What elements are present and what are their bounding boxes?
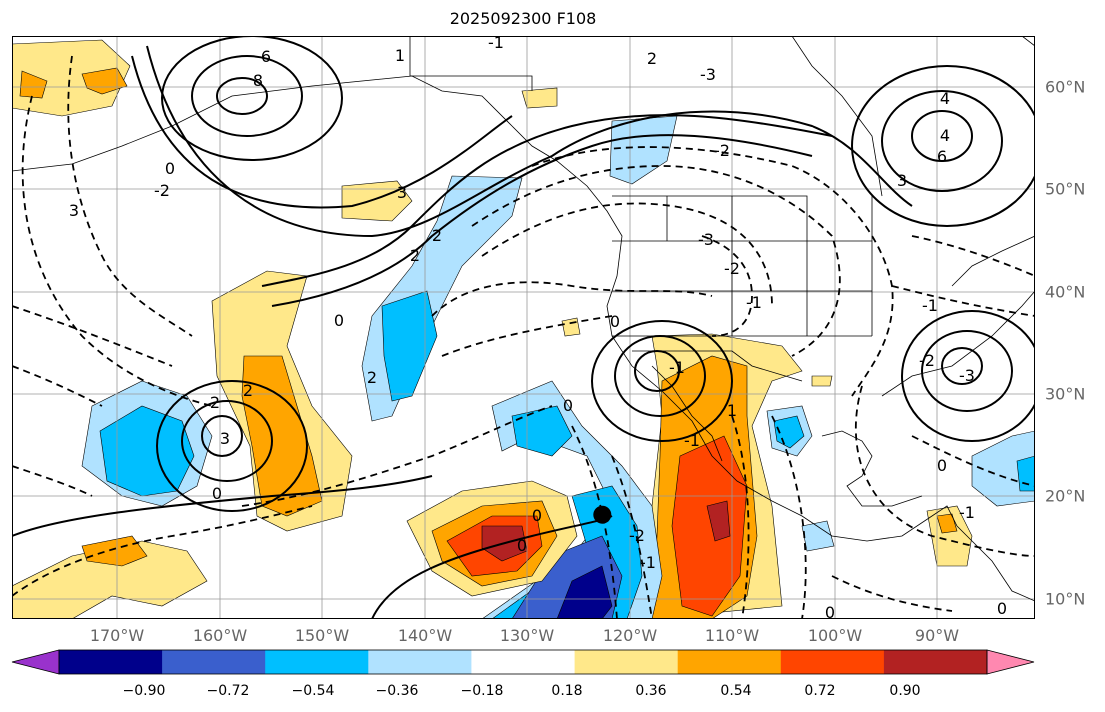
colorbar-cell	[265, 650, 369, 674]
contour-label: -3	[700, 65, 716, 84]
colorbar-tick-label: 0.90	[889, 683, 921, 699]
colorbar-tick-label: −0.72	[206, 683, 250, 699]
contour-label: 8	[253, 71, 263, 90]
colorbar-tick-label: 0.72	[804, 683, 836, 699]
contour-label: 2	[210, 393, 220, 412]
contour-label: 0	[563, 396, 573, 415]
contour-label: -2	[714, 141, 730, 160]
coastlines	[12, 36, 1035, 602]
colorbar-tick-label: 0.54	[720, 683, 752, 699]
lat-label: 60°N	[1045, 77, 1086, 97]
contour-label: -1	[640, 553, 656, 572]
contour-label: 2	[243, 381, 253, 400]
contour-label: 0	[517, 536, 527, 555]
colorbar-extend-min	[11, 649, 60, 675]
colorbar-tick-label: −0.36	[375, 683, 419, 699]
lon-label: 110°W	[704, 626, 760, 645]
contour-label: 3	[397, 183, 407, 202]
colorbar-cell	[59, 650, 163, 674]
colorbar	[11, 649, 1035, 675]
contour-label: 2	[432, 226, 442, 245]
colorbar-cell	[574, 650, 679, 674]
lat-label: 30°N	[1045, 384, 1086, 404]
contour-label: 0	[825, 603, 835, 619]
contour-label: 6	[937, 147, 947, 166]
contour-label: 3	[897, 171, 907, 190]
contour-label: 6	[261, 47, 271, 66]
colorbar-cell	[162, 650, 266, 674]
storm-center-marker	[593, 505, 612, 524]
contour-label: 0	[997, 599, 1007, 618]
contour-label: 2	[367, 368, 377, 387]
colorbar-cell	[471, 650, 575, 674]
map-panel: 6 8 3 0 4 2 -3 -2 -1 1 4 6 3 3 -3 2 -2 2…	[12, 36, 1035, 619]
colorbar-extend-max	[986, 649, 1035, 675]
contour-label: -1	[488, 36, 504, 52]
colorbar-tick-label: −0.54	[291, 683, 335, 699]
contour-label: -3	[698, 230, 714, 249]
lat-label: 10°N	[1045, 589, 1086, 609]
lon-label: 90°W	[914, 626, 960, 645]
colorbar-cell	[883, 650, 988, 674]
lat-label: 40°N	[1045, 282, 1086, 302]
contour-label: -1	[746, 293, 762, 312]
contour-label: 0	[937, 456, 947, 475]
lon-label: 150°W	[294, 626, 350, 645]
contour-label: 1	[727, 401, 737, 420]
lon-label: 120°W	[602, 626, 658, 645]
lat-label: 20°N	[1045, 486, 1086, 506]
contour-label: 4	[940, 89, 950, 108]
colorbar-cell	[677, 650, 782, 674]
contour-label: 2	[647, 49, 657, 68]
contour-label: 0	[610, 312, 620, 331]
shaded-anomaly-layer	[12, 39, 1035, 619]
colorbar-tick-label: −0.90	[122, 683, 166, 699]
contour-label: -2	[154, 181, 170, 200]
contour-label: -2	[724, 259, 740, 278]
contour-label: 0	[212, 484, 222, 503]
colorbar-tick-label: −0.18	[460, 683, 504, 699]
contour-label: 3	[220, 429, 230, 448]
contour-label: -2	[629, 526, 645, 545]
lon-label: 140°W	[397, 626, 453, 645]
contour-label: 1	[395, 46, 405, 65]
contour-label: -2	[919, 351, 935, 370]
contour-label: 0	[334, 311, 344, 330]
lon-label: 170°W	[89, 626, 145, 645]
contour-label: -1	[669, 358, 685, 377]
contour-label: 0	[532, 506, 542, 525]
contours	[12, 36, 1035, 619]
lat-label: 50°N	[1045, 179, 1086, 199]
contour-label: -1	[959, 503, 975, 522]
colorbar-outline	[58, 649, 988, 675]
colorbar-cell	[780, 650, 885, 674]
lon-label: 130°W	[499, 626, 555, 645]
contour-label: 3	[69, 201, 79, 220]
contour-label: -1	[922, 296, 938, 315]
colorbar-cell	[368, 650, 472, 674]
contour-label: 2	[410, 246, 420, 265]
lon-label: 100°W	[807, 626, 863, 645]
contour-label: 4	[940, 126, 950, 145]
contour-label: -1	[684, 431, 700, 450]
chart-title: 2025092300 F108	[449, 9, 597, 28]
lon-label: 160°W	[192, 626, 248, 645]
contour-label: 0	[165, 159, 175, 178]
colorbar-tick-label: 0.18	[551, 683, 583, 699]
contour-labels: 6 8 3 0 4 2 -3 -2 -1 1 4 6 3 3 -3 2 -2 2…	[69, 36, 1007, 619]
colorbar-tick-label: 0.36	[635, 683, 667, 699]
contour-label: -3	[959, 366, 975, 385]
